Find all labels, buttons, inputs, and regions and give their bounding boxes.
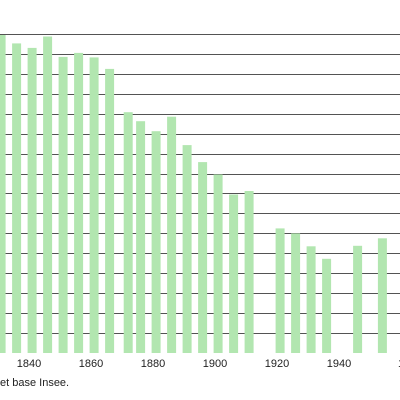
bar-1896 [198, 162, 208, 353]
bar-1856 [74, 52, 84, 354]
bar-1836 [12, 43, 22, 354]
bar-1901 [213, 174, 223, 353]
bar-1872 [123, 112, 133, 353]
bar-1906 [229, 194, 239, 353]
x-tick-label-4: 1920 [265, 358, 289, 370]
x-tick-label-3: 1900 [203, 358, 227, 370]
bar-1921 [275, 228, 285, 353]
bar-1846 [43, 36, 53, 353]
x-axis-ticks: 1840 1860 1880 1900 1920 1940 1 [17, 358, 400, 370]
x-tick-label-0: 1840 [17, 358, 41, 370]
source-note: et base Insee. [0, 377, 70, 389]
x-tick-label-2: 1880 [141, 358, 165, 370]
bar-1891 [182, 145, 192, 353]
bar-1946 [353, 245, 363, 353]
bar-1931 [306, 246, 316, 353]
bar-1936 [322, 258, 332, 353]
bar-1911 [244, 191, 254, 353]
bar-1851 [58, 56, 68, 354]
bar-1831 [0, 35, 6, 353]
bar-1881 [151, 131, 161, 353]
bar-1876 [136, 121, 146, 353]
bar-1866 [105, 68, 115, 354]
x-tick-label-5: 1940 [327, 358, 351, 370]
x-tick-label-6: 1 [398, 358, 400, 370]
bars [0, 35, 387, 354]
bar-1886 [167, 116, 177, 353]
bar-1841 [27, 47, 37, 354]
bar-1954 [377, 238, 387, 353]
x-tick-label-1: 1860 [79, 358, 103, 370]
bar-1926 [291, 233, 301, 353]
bar-1861 [89, 57, 99, 354]
